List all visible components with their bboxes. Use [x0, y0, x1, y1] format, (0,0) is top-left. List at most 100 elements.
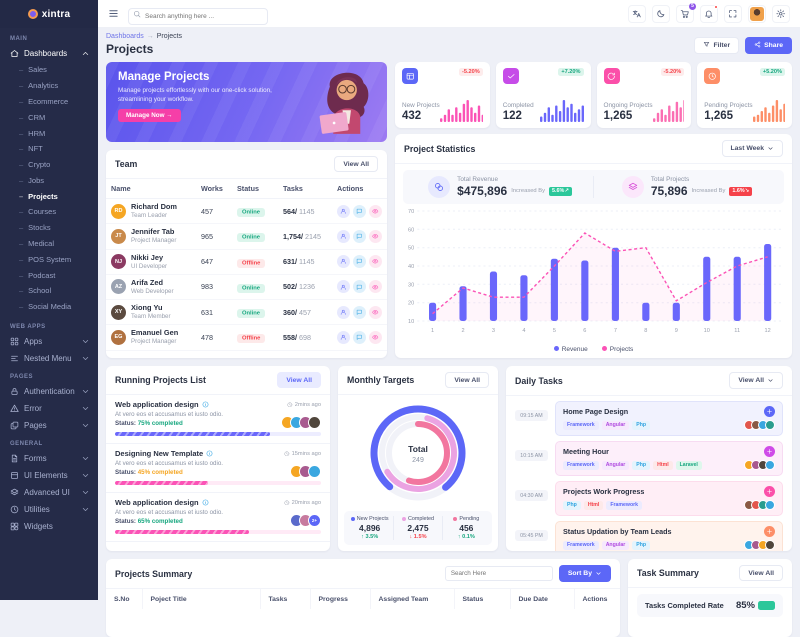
sparkline-chart: [752, 100, 785, 122]
sidebar-subitem-podcast[interactable]: – Podcast: [19, 270, 56, 280]
sidebar-subitem-ecommerce[interactable]: – Ecommerce: [19, 96, 69, 106]
view-button[interactable]: [369, 330, 382, 344]
sidebar-subitem-crypto[interactable]: – Crypto: [19, 160, 51, 170]
projects-summary-search-input[interactable]: [444, 566, 553, 582]
range-select[interactable]: Last Week: [721, 140, 783, 158]
sidebar-item-apps[interactable]: Apps: [0, 333, 98, 350]
monthly-targets-view-all-button[interactable]: View All: [445, 372, 489, 388]
sidebar-item-authentication[interactable]: Authentication: [0, 383, 98, 400]
view-button[interactable]: [369, 255, 382, 269]
moon-button[interactable]: [652, 4, 670, 23]
sidebar-subitem-nft[interactable]: – NFT: [19, 144, 43, 154]
project-avatars: [290, 465, 321, 478]
team-row[interactable]: NJ Nikki Jey UI Developer 647 Offline 631/ 11…: [106, 249, 387, 275]
team-row[interactable]: XY Xiong Yu Team Member 631 Online 360/ 457: [106, 299, 387, 326]
bell-button[interactable]: [700, 4, 718, 23]
sidebar-subitem-jobs[interactable]: – Jobs: [19, 175, 45, 185]
sidebar-submenu: – Sales – Analytics – Ecommerce – CRM – HRM – NFT – C…: [0, 62, 98, 317]
view-button[interactable]: [369, 305, 382, 319]
team-row[interactable]: RD Richard Dom Team Leader 457 Online 564/ 11…: [106, 198, 387, 225]
team-view-all-button[interactable]: View All: [334, 156, 378, 172]
sidebar-subitem-sales[interactable]: – Sales: [19, 65, 47, 75]
task-card[interactable]: Projects Work Progress Php Html Framework: [555, 481, 783, 517]
manage-now-button[interactable]: Manage Now →: [118, 109, 181, 123]
sidebar-item-nested-menu[interactable]: Nested Menu: [0, 350, 98, 367]
add-user-button[interactable]: [337, 229, 350, 243]
task-summary-view-all-button[interactable]: View All: [739, 565, 783, 581]
sidebar-item-error[interactable]: Error: [0, 400, 98, 417]
gear-button[interactable]: [772, 4, 790, 23]
svg-text:60: 60: [408, 228, 414, 234]
running-project-item[interactable]: Designing New Template 15mins ago At vero …: [106, 444, 330, 493]
legend-item-projects[interactable]: Projects: [601, 346, 633, 353]
translate-button[interactable]: [628, 4, 646, 23]
add-user-button[interactable]: [337, 255, 350, 269]
sidebar-item-forms[interactable]: Forms: [0, 450, 98, 467]
sidebar-item-utilities[interactable]: Utilities: [0, 501, 98, 518]
sidebar-subitem-medical[interactable]: – Medical: [19, 238, 55, 248]
message-button[interactable]: [353, 204, 366, 218]
share-button[interactable]: Share: [745, 36, 792, 54]
breadcrumb-dashboards[interactable]: Dashboards: [106, 33, 144, 40]
daily-tasks-view-all-button[interactable]: View All: [729, 372, 783, 390]
bell-icon: [705, 10, 713, 18]
sidebar-subitem-crm[interactable]: – CRM: [19, 112, 46, 122]
daily-task-row: 04:30 AM Projects Work Progress Php Html Fra…: [515, 481, 783, 517]
view-button[interactable]: [369, 280, 382, 294]
message-button[interactable]: [353, 280, 366, 294]
team-row[interactable]: AZ Arifa Zed Web Developer 983 Online 502/ 12…: [106, 274, 387, 301]
avatar: [308, 416, 321, 429]
message-button[interactable]: [353, 305, 366, 319]
sidebar-subitem-social-media[interactable]: – Social Media: [19, 302, 72, 312]
add-user-button[interactable]: [337, 305, 350, 319]
running-project-item[interactable]: Web application design 2mins ago At vero e…: [106, 395, 330, 444]
sidebar-subitem-hrm[interactable]: – HRM: [19, 128, 46, 138]
sidebar-subitem-analytics[interactable]: – Analytics: [19, 81, 59, 91]
sidebar-item-advanced-ui[interactable]: Advanced UI: [0, 484, 98, 501]
running-projects-view-all-button[interactable]: View All: [277, 372, 321, 388]
task-card[interactable]: Meeting Hour Framework Angular Php Html Larav…: [555, 441, 783, 477]
sidebar-subitem-stocks[interactable]: – Stocks: [19, 223, 51, 233]
add-user-button[interactable]: [337, 330, 350, 344]
member-avatar: JT: [111, 228, 126, 244]
sidebar-subitem-school[interactable]: – School: [19, 286, 52, 296]
task-card[interactable]: Home Page Design Framework Angular Php: [555, 401, 783, 437]
chevron-down-icon: [767, 145, 774, 153]
page-content: Dashboards → Projects Projects Filter Sh…: [98, 28, 800, 637]
expand-button[interactable]: [724, 4, 742, 23]
message-button[interactable]: [353, 330, 366, 344]
sort-by-button[interactable]: Sort By: [558, 565, 611, 583]
view-button[interactable]: [369, 204, 382, 218]
team-row[interactable]: EG Emanuel Gen Project Manager 478 Offline 55…: [106, 324, 387, 351]
view-button[interactable]: [369, 229, 382, 243]
legend-item-revenue[interactable]: Revenue: [553, 346, 588, 353]
user-avatar[interactable]: [748, 4, 766, 23]
task-add-button[interactable]: [764, 486, 775, 498]
chevron-up-icon: [82, 52, 89, 55]
sidebar-item-ui-elements[interactable]: UI Elements: [0, 467, 98, 484]
sidebar-subitem-pos-system[interactable]: – POS System: [19, 254, 72, 264]
task-title: Meeting Hour: [563, 447, 609, 457]
cart-button[interactable]: 5: [676, 2, 696, 23]
search-input[interactable]: [128, 8, 268, 25]
brand-logo[interactable]: xintra: [0, 0, 98, 28]
task-add-button[interactable]: [764, 526, 775, 538]
filter-button[interactable]: Filter: [694, 36, 740, 54]
task-card[interactable]: Status Updation by Team Leads Framework An…: [555, 521, 783, 551]
team-row[interactable]: JT Jennifer Tab Project Manager 965 Online 1,…: [106, 223, 387, 250]
message-button[interactable]: [353, 229, 366, 243]
sidebar-subitem-courses[interactable]: – Courses: [19, 207, 57, 217]
project-avatars: [281, 416, 321, 429]
running-project-item[interactable]: Web application design 20mins ago At vero …: [106, 493, 330, 542]
message-button[interactable]: [353, 255, 366, 269]
sidebar-toggle-button[interactable]: [108, 8, 119, 19]
sidebar-item-widgets[interactable]: Widgets: [0, 518, 98, 535]
add-user-button[interactable]: [337, 204, 350, 218]
task-add-button[interactable]: [764, 446, 775, 458]
add-user-button[interactable]: [337, 280, 350, 294]
task-add-button[interactable]: [764, 406, 775, 418]
sidebar-item-pages[interactable]: Pages: [0, 417, 98, 434]
banner-card: Manage Projects Manage projects effortle…: [106, 62, 387, 142]
sidebar-item-dashboards[interactable]: Dashboards: [0, 45, 98, 62]
sidebar-subitem-projects[interactable]: – Projects: [19, 191, 58, 201]
